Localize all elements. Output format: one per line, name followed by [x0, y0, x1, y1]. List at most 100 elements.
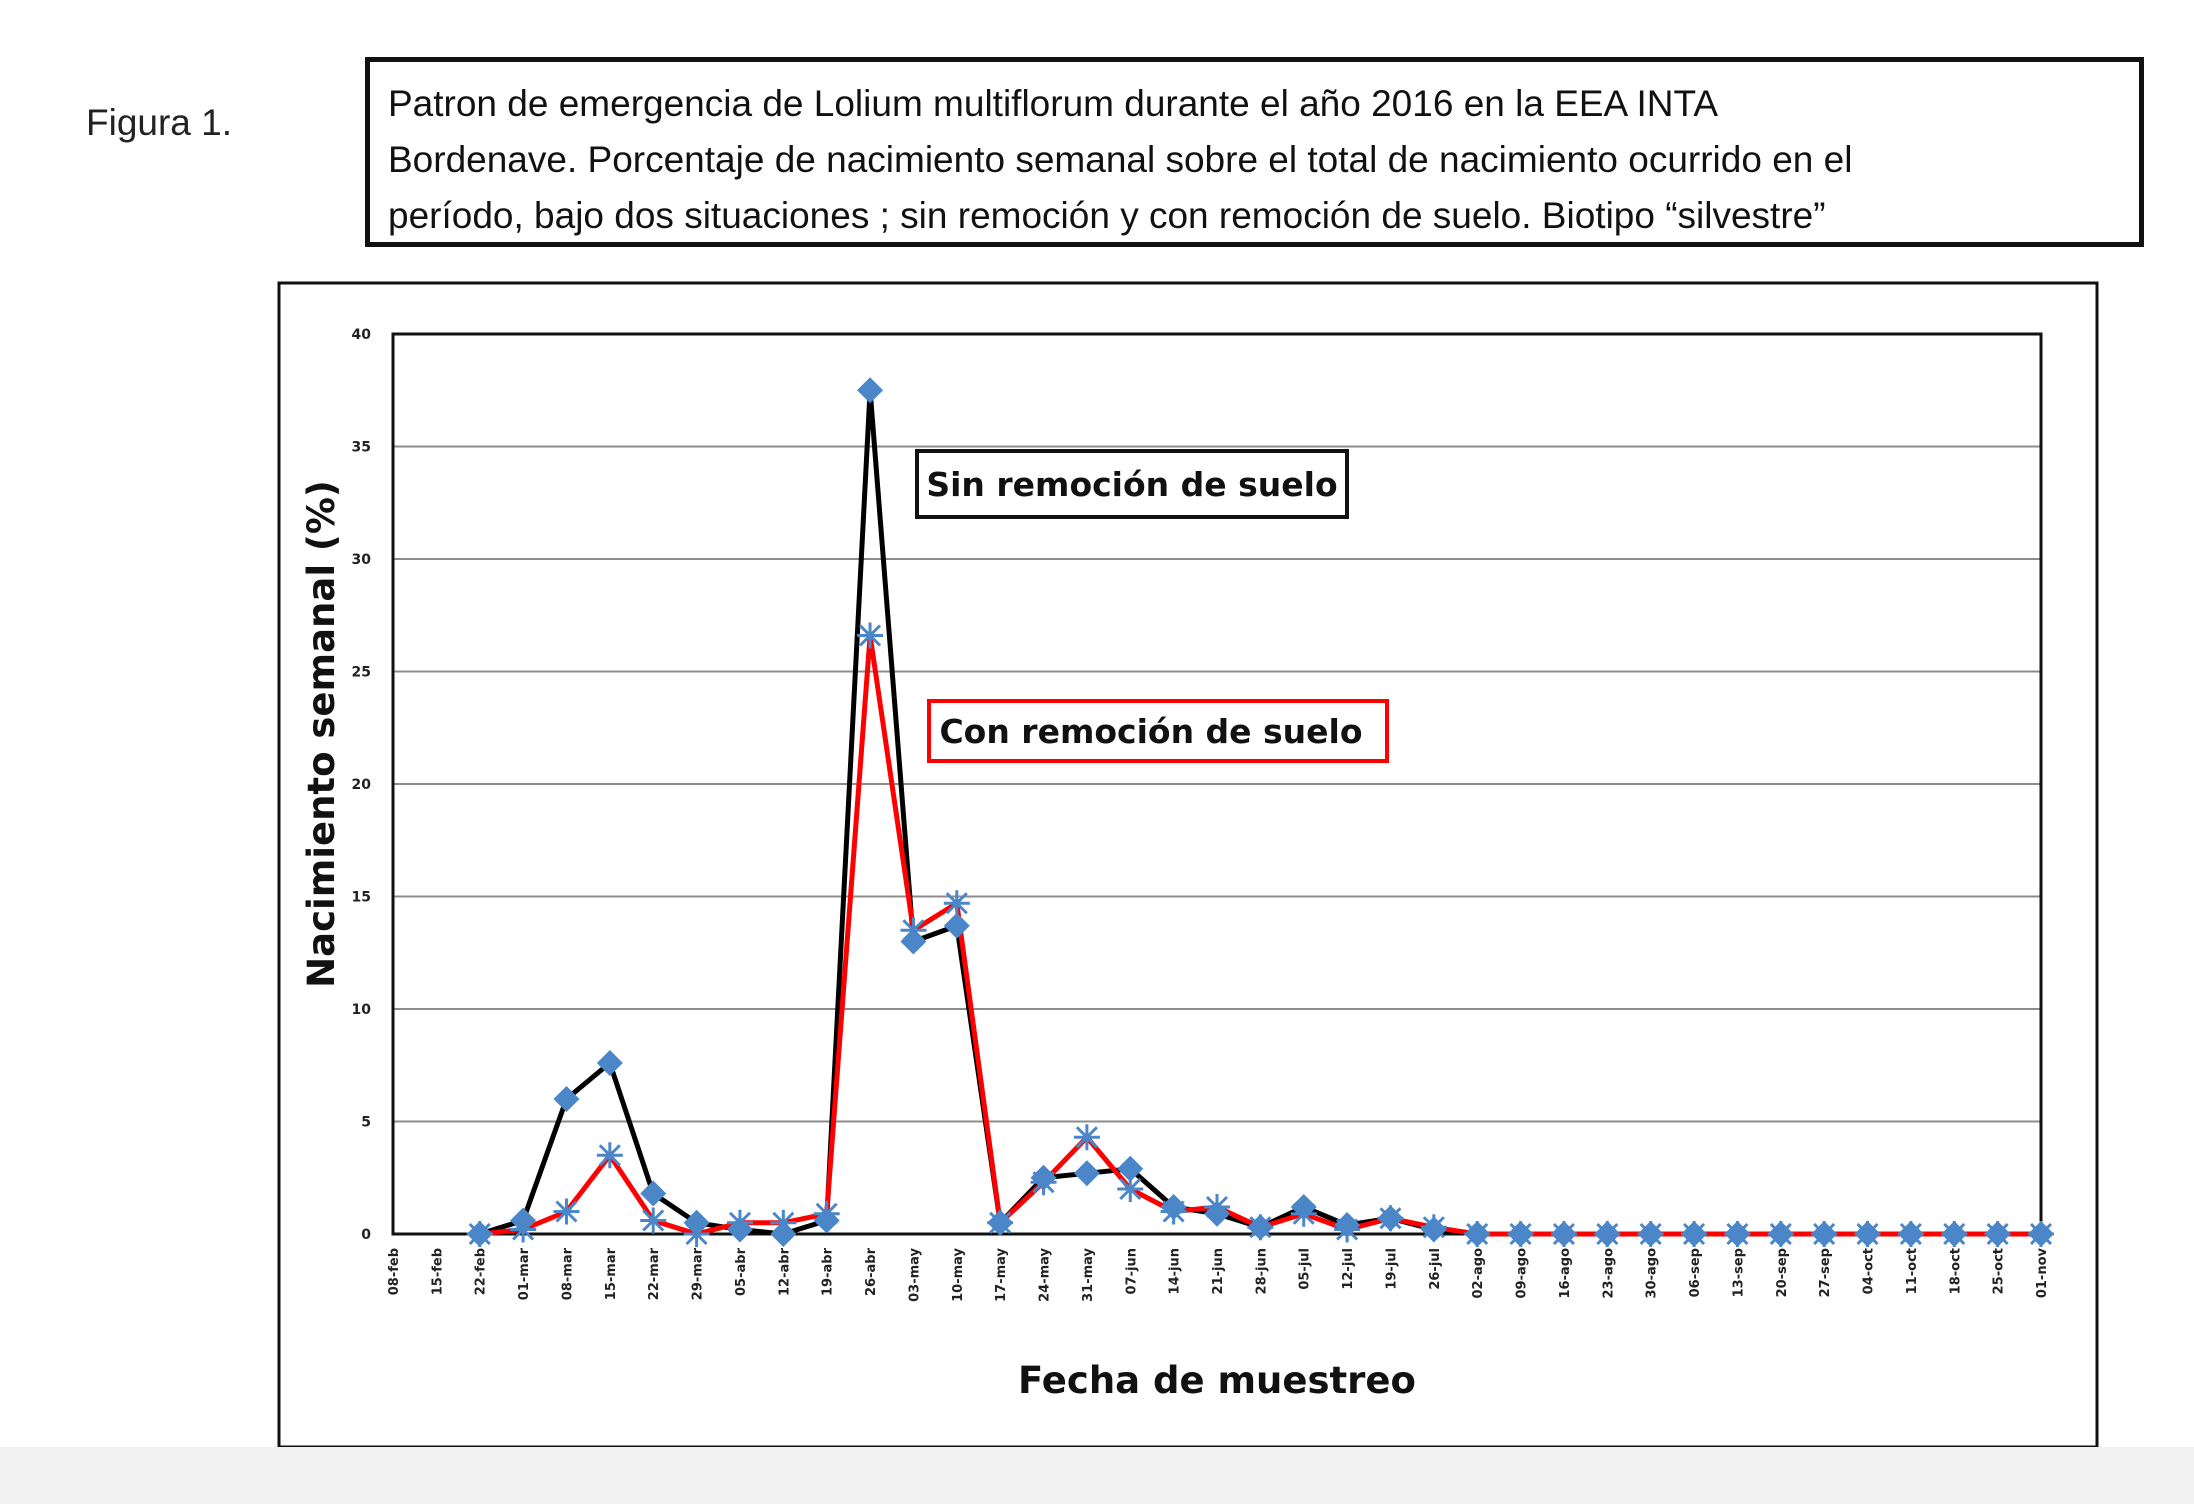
con-point-21-jun [1204, 1194, 1230, 1220]
x-tick-label-30-ago: 30-ago [1645, 1248, 1660, 1299]
con-point-15-mar [596, 1142, 623, 1169]
x-tick-labels: 08-feb 15-feb 22-feb 01-mar 08-mar 15-mar 22-m… [387, 1247, 2050, 1301]
con-point-17-may [987, 1209, 1014, 1236]
series-markers [466, 377, 2054, 1247]
x-tick-label-08-feb: 08-feb [387, 1248, 402, 1295]
page-bottom-band [0, 1447, 2194, 1504]
con-point-08-mar [553, 1198, 580, 1225]
x-tick-label-19-jul: 19-jul [1384, 1248, 1399, 1290]
emergence-chart: 0 5 10 15 20 25 30 35 40 08-feb 15-feb 22-feb 01-ma… [277, 281, 2099, 1447]
sin-point-31-may [1073, 1160, 1100, 1187]
x-tick-label-01-nov: 01-nov [2035, 1247, 2050, 1298]
x-tick-label-09-ago: 09-ago [1515, 1248, 1530, 1299]
x-tick-label-15-feb: 15-feb [430, 1248, 445, 1295]
x-tick-label-24-may: 24-may [1038, 1247, 1053, 1301]
sin-point-07-jun [1117, 1155, 1144, 1182]
con-point-23-ago [1594, 1221, 1621, 1247]
x-tick-label-13-sep: 13-sep [1731, 1248, 1746, 1297]
annotation-sin: Sin remoción de suelo [915, 449, 1349, 519]
x-axis-title: Fecha de muestreo [1018, 1359, 1416, 1402]
con-point-22-mar [640, 1207, 667, 1234]
con-point-13-sep [1724, 1221, 1751, 1247]
x-tick-label-05-jul: 05-jul [1298, 1248, 1313, 1290]
annotation-sin-text: Sin remoción de suelo [926, 465, 1337, 504]
figure-caption: Patron de emergencia de Lolium multiflor… [365, 57, 2144, 247]
annotation-con-box [927, 699, 1389, 763]
x-tick-label-25-oct: 25-oct [1992, 1248, 2007, 1294]
con-point-27-sep [1811, 1221, 1838, 1247]
x-tick-label-31-may: 31-may [1081, 1247, 1096, 1301]
con-point-25-oct [1984, 1221, 2011, 1247]
con-point-03-may [900, 917, 927, 944]
y-tick-label-35: 35 [352, 440, 371, 456]
con-point-04-oct [1854, 1221, 1881, 1247]
con-point-06-sep [1681, 1221, 1708, 1247]
x-tick-label-18-oct: 18-oct [1948, 1248, 1963, 1294]
con-point-05-jul [1290, 1200, 1317, 1227]
x-tick-label-29-mar: 29-mar [691, 1247, 706, 1300]
con-point-16-ago [1550, 1221, 1577, 1247]
plot-area [391, 332, 2043, 1236]
x-tick-label-03-may: 03-may [907, 1247, 922, 1301]
x-tick-label-14-jun: 14-jun [1168, 1248, 1183, 1294]
con-point-14-jun [1160, 1198, 1187, 1225]
sin-point-10-may [943, 912, 970, 939]
con-point-29-mar [683, 1221, 710, 1247]
con-point-26-abr [857, 622, 884, 649]
con-point-18-oct [1941, 1221, 1968, 1247]
con-point-31-may [1073, 1124, 1100, 1151]
y-tick-label-10: 10 [352, 1002, 372, 1018]
con-point-22-feb [466, 1221, 493, 1247]
x-tick-label-10-may: 10-may [951, 1247, 966, 1301]
con-point-20-sep [1767, 1221, 1794, 1247]
y-tick-label-40: 40 [352, 327, 372, 343]
con-point-28-jun [1247, 1214, 1274, 1241]
caption-line-1: Patron de emergencia de Lolium multiflor… [388, 83, 1719, 124]
x-tick-label-22-mar: 22-mar [647, 1247, 662, 1300]
x-tick-label-22-feb: 22-feb [474, 1248, 489, 1295]
con-point-30-ago [1637, 1221, 1664, 1247]
sin-point-26-abr [857, 377, 884, 404]
con-point-12-abr [770, 1209, 797, 1236]
x-tick-label-17-may: 17-may [994, 1247, 1009, 1301]
y-axis-title: Nacimiento semanal (%) [300, 480, 343, 988]
annotation-sin-box [915, 449, 1349, 519]
y-tick-label-20: 20 [352, 777, 372, 793]
x-tick-label-26-abr: 26-abr [864, 1247, 879, 1296]
x-tick-label-12-abr: 12-abr [777, 1247, 792, 1296]
x-tick-label-07-jun: 07-jun [1124, 1248, 1139, 1294]
y-tick-label-5: 5 [361, 1115, 371, 1131]
x-tick-label-20-sep: 20-sep [1775, 1248, 1790, 1297]
con-point-12-jul [1334, 1216, 1361, 1243]
con-point-24-may [1030, 1169, 1057, 1196]
y-tick-label-15: 15 [352, 890, 371, 906]
x-tick-label-27-sep: 27-sep [1818, 1248, 1833, 1297]
x-tick-label-11-oct: 11-oct [1905, 1248, 1920, 1294]
con-point-05-abr [726, 1209, 753, 1236]
y-tick-label-25: 25 [352, 665, 371, 681]
con-point-09-ago [1507, 1221, 1534, 1247]
annotation-con-text: Con remoción de suelo [939, 712, 1362, 751]
x-tick-label-12-jul: 12-jul [1341, 1248, 1356, 1290]
annotation-con: Con remoción de suelo [927, 699, 1389, 763]
x-tick-label-21-jun: 21-jun [1211, 1248, 1226, 1294]
con-point-19-jul [1377, 1205, 1404, 1232]
con-point-07-jun [1117, 1176, 1144, 1202]
x-tick-label-15-mar: 15-mar [604, 1247, 619, 1300]
x-tick-label-19-abr: 19-abr [821, 1247, 836, 1296]
x-tick-label-26-jul: 26-jul [1428, 1248, 1443, 1290]
x-tick-label-04-oct: 04-oct [1862, 1248, 1877, 1294]
y-tick-label-0: 0 [361, 1227, 371, 1243]
y-tick-label-30: 30 [352, 552, 372, 568]
x-tick-label-28-jun: 28-jun [1254, 1248, 1269, 1294]
con-point-01-mar [510, 1216, 537, 1243]
y-tick-labels: 0 5 10 15 20 25 30 35 40 [352, 327, 372, 1243]
figure-label: Figura 1. [86, 102, 233, 143]
x-tick-label-05-abr: 05-abr [734, 1247, 749, 1296]
x-tick-label-08-mar: 08-mar [560, 1247, 575, 1300]
sin-point-08-mar [553, 1086, 580, 1112]
caption-line-3: período, bajo dos situaciones ; sin remo… [388, 195, 1826, 236]
x-tick-label-01-mar: 01-mar [517, 1247, 532, 1300]
x-tick-label-06-sep: 06-sep [1688, 1248, 1703, 1297]
x-tick-label-02-ago: 02-ago [1471, 1248, 1486, 1299]
